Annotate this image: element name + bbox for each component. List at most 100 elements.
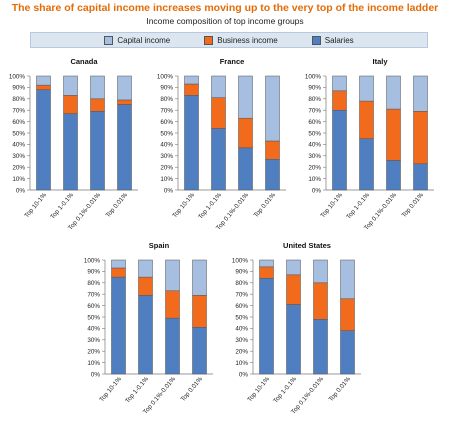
- bar-segment-business-income: [138, 276, 153, 296]
- y-tick-label: 60%: [235, 303, 248, 310]
- bar-segment-salaries: [259, 277, 274, 375]
- bar-segment-business-income: [111, 267, 126, 278]
- bar-segment-capital-income: [386, 75, 401, 110]
- bar-segment-capital-income: [117, 75, 132, 101]
- chart-title: United States: [283, 241, 331, 250]
- bar-segment-business-income: [386, 108, 401, 161]
- y-tick-label: 80%: [12, 96, 25, 103]
- y-tick-label: 10%: [308, 176, 321, 183]
- bar-segment-capital-income: [359, 75, 374, 102]
- legend-label-capital-income: Capital income: [117, 35, 171, 45]
- y-tick-label: 100%: [157, 73, 174, 80]
- y-tick-label: 50%: [87, 314, 100, 321]
- bar-segment-business-income: [165, 290, 180, 319]
- bar-segment-capital-income: [192, 259, 207, 296]
- bar-segment-capital-income: [90, 75, 105, 100]
- x-tick-label: Top 10-1%: [246, 375, 271, 403]
- x-tick-label: Top 1-0.1%: [49, 191, 75, 220]
- y-tick-label: 20%: [87, 349, 100, 356]
- bar-segment-capital-income: [211, 75, 226, 98]
- bar-segment-business-income: [117, 99, 132, 105]
- legend-item-business-income: Business income: [204, 35, 278, 45]
- x-tick-label: Top 0.01%: [328, 375, 353, 403]
- y-tick-label: 70%: [308, 108, 321, 115]
- bar-segment-business-income: [184, 83, 199, 96]
- y-tick-label: 80%: [160, 96, 173, 103]
- bar-segment-salaries: [90, 111, 105, 191]
- bar-segment-business-income: [63, 95, 78, 114]
- chart-france: France 0% 10% 20% 30% 40% 50% 60% 70% 80% 90% 100% T…: [157, 57, 286, 232]
- y-tick-label: 100%: [305, 73, 322, 80]
- legend-item-salaries: Salaries: [311, 35, 354, 45]
- y-tick-label: 50%: [12, 130, 25, 137]
- chart-title: France: [220, 57, 245, 66]
- legend-swatch-salaries: [311, 35, 321, 45]
- bar-segment-capital-income: [238, 75, 253, 119]
- x-tick-label: Top 1-0.1%: [197, 191, 223, 220]
- y-tick-label: 50%: [308, 130, 321, 137]
- bar-segment-capital-income: [313, 259, 328, 284]
- bar-segment-business-income: [359, 100, 374, 139]
- y-tick-label: 70%: [235, 292, 248, 299]
- bar-segment-capital-income: [138, 259, 153, 278]
- x-tick-label: Top 10-1%: [319, 191, 344, 219]
- x-tick-label: Top 10-1%: [23, 191, 48, 219]
- bar-segment-business-income: [192, 295, 207, 328]
- bar-segment-salaries: [286, 304, 301, 375]
- bar-segment-business-income: [286, 274, 301, 305]
- y-tick-label: 80%: [87, 280, 100, 287]
- y-tick-label: 20%: [235, 349, 248, 356]
- y-tick-label: 30%: [235, 337, 248, 344]
- x-tick-label: Top 0.01%: [253, 191, 278, 219]
- bar-segment-capital-income: [332, 75, 347, 92]
- bar-segment-capital-income: [413, 75, 428, 112]
- y-tick-label: 0%: [16, 187, 26, 194]
- y-tick-label: 90%: [235, 269, 248, 276]
- bar-segment-business-income: [313, 282, 328, 320]
- bar-segment-business-income: [259, 266, 274, 279]
- y-tick-label: 40%: [160, 142, 173, 149]
- bar-segment-salaries: [359, 138, 374, 191]
- chart-title: Italy: [372, 57, 388, 66]
- y-tick-label: 100%: [232, 257, 249, 264]
- y-tick-label: 80%: [235, 280, 248, 287]
- bar-segment-business-income: [90, 98, 105, 112]
- bar-segment-business-income: [340, 298, 355, 331]
- bar-segment-business-income: [36, 84, 51, 90]
- y-tick-label: 40%: [87, 326, 100, 333]
- bar-segment-salaries: [184, 95, 199, 191]
- y-tick-label: 100%: [84, 257, 101, 264]
- y-tick-label: 30%: [87, 337, 100, 344]
- bar-segment-capital-income: [165, 259, 180, 292]
- bar-segment-salaries: [111, 276, 126, 375]
- bar-segment-capital-income: [111, 259, 126, 269]
- y-tick-label: 10%: [235, 360, 248, 367]
- y-tick-label: 10%: [12, 176, 25, 183]
- chart-spain: Spain 0% 10% 20% 30% 40% 50% 60% 70% 80% 90% 100% To…: [84, 241, 213, 416]
- bar-segment-business-income: [332, 90, 347, 111]
- bar-segment-salaries: [36, 89, 51, 191]
- bar-segment-salaries: [265, 158, 280, 191]
- bar-segment-salaries: [192, 327, 207, 375]
- bar-segment-business-income: [265, 140, 280, 160]
- chart-italy: Italy 0% 10% 20% 30% 40% 50% 60% 70% 80% 90% 100% To…: [305, 57, 434, 232]
- y-tick-label: 70%: [12, 108, 25, 115]
- bar-segment-salaries: [117, 104, 132, 191]
- bar-segment-salaries: [313, 319, 328, 375]
- bar-segment-salaries: [340, 330, 355, 375]
- legend-swatch-business-income: [204, 35, 214, 45]
- legend-label-salaries: Salaries: [324, 35, 354, 45]
- chart-united-states: United States 0% 10% 20% 30% 40% 50% 60% 70% 80% 9…: [232, 241, 361, 416]
- bar-segment-capital-income: [340, 259, 355, 300]
- y-tick-label: 40%: [235, 326, 248, 333]
- page-title: The share of capital income increases mo…: [11, 2, 439, 14]
- y-tick-label: 90%: [308, 85, 321, 92]
- bar-segment-salaries: [386, 160, 401, 191]
- y-tick-label: 100%: [9, 73, 26, 80]
- chart-title: Canada: [70, 57, 98, 66]
- y-tick-label: 0%: [312, 187, 322, 194]
- x-tick-label: Top 10-1%: [98, 375, 123, 403]
- y-tick-label: 60%: [12, 119, 25, 126]
- y-tick-label: 20%: [308, 165, 321, 172]
- y-tick-label: 50%: [160, 130, 173, 137]
